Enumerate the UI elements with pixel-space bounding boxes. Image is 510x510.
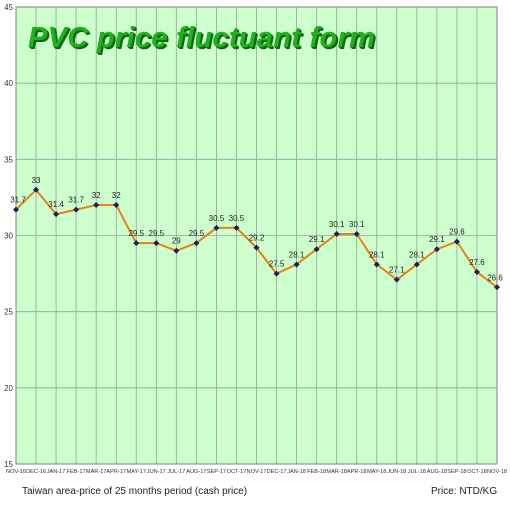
data-label: 27.1 bbox=[389, 266, 405, 275]
data-label: 31.7 bbox=[68, 196, 84, 205]
data-label: 30.5 bbox=[229, 214, 245, 223]
chart-footnote-source: Taiwan area-price of 25 months period (c… bbox=[22, 486, 248, 497]
data-point bbox=[73, 206, 80, 213]
data-point bbox=[53, 211, 60, 218]
x-tick-label: SEP-17 bbox=[207, 469, 226, 475]
data-point bbox=[233, 224, 240, 231]
data-point bbox=[494, 284, 500, 291]
x-tick-label: DEC-17 bbox=[267, 469, 287, 475]
x-tick-label: JUN-18 bbox=[387, 469, 406, 475]
data-label: 27.6 bbox=[469, 258, 485, 267]
data-label: 29.2 bbox=[249, 234, 265, 243]
x-tick-label: MAR-17 bbox=[86, 469, 107, 475]
data-point bbox=[213, 224, 220, 231]
y-tick-label: 45 bbox=[4, 3, 13, 12]
data-point bbox=[413, 261, 420, 268]
x-tick-label: MAR-18 bbox=[326, 469, 347, 475]
x-tick-label: APR-17 bbox=[106, 469, 126, 475]
x-tick-label: MAY-18 bbox=[367, 469, 386, 475]
x-tick-label: AUG-17 bbox=[186, 469, 206, 475]
x-tick-label: OCT-17 bbox=[227, 469, 247, 475]
data-label: 31.7 bbox=[10, 196, 26, 205]
data-label: 31.4 bbox=[48, 200, 64, 209]
x-tick-label: JUN-17 bbox=[147, 469, 166, 475]
data-point bbox=[373, 261, 380, 268]
data-label: 27.5 bbox=[269, 260, 285, 269]
x-tick-label: JUL-18 bbox=[408, 469, 426, 475]
data-point bbox=[453, 238, 460, 245]
data-point bbox=[113, 202, 120, 209]
y-tick-label: 15 bbox=[4, 460, 13, 469]
data-label: 26.6 bbox=[487, 273, 503, 282]
x-tick-label: OCT-18 bbox=[467, 469, 487, 475]
y-tick-label: 20 bbox=[4, 384, 13, 393]
data-label: 28.1 bbox=[369, 250, 385, 259]
x-tick-label: DEC-16 bbox=[26, 469, 46, 475]
data-label: 30.5 bbox=[209, 214, 225, 223]
data-label: 30.1 bbox=[329, 220, 345, 229]
data-point bbox=[433, 246, 440, 253]
data-point bbox=[173, 247, 180, 254]
data-point bbox=[193, 240, 200, 247]
y-tick-label: 30 bbox=[4, 232, 13, 241]
data-point bbox=[253, 244, 260, 251]
data-point bbox=[313, 246, 320, 253]
data-point bbox=[333, 230, 340, 237]
y-tick-label: 25 bbox=[4, 308, 13, 317]
data-label: 29.1 bbox=[429, 235, 445, 244]
x-tick-label: AUG-18 bbox=[427, 469, 447, 475]
data-point bbox=[293, 261, 300, 268]
data-point bbox=[353, 230, 360, 237]
plot-border bbox=[15, 6, 498, 465]
data-label: 29 bbox=[172, 237, 181, 246]
data-label: 29.1 bbox=[309, 235, 325, 244]
x-tick-label: JUL-17 bbox=[167, 469, 185, 475]
data-label: 29.5 bbox=[128, 229, 144, 238]
chart-title: PVC price fluctuant form bbox=[28, 22, 376, 54]
x-tick-label: NOV-18 bbox=[487, 469, 507, 475]
data-label: 28.1 bbox=[289, 250, 305, 259]
data-label: 29.6 bbox=[449, 228, 465, 237]
data-label: 32 bbox=[112, 191, 121, 200]
data-point bbox=[13, 206, 19, 213]
data-point bbox=[473, 269, 480, 276]
chart-footnote-unit: Price: NTD/KG bbox=[431, 486, 498, 497]
x-tick-label: FEB-17 bbox=[67, 469, 86, 475]
data-label: 32 bbox=[92, 191, 101, 200]
x-tick-label: SEP-18 bbox=[447, 469, 466, 475]
data-label: 29.5 bbox=[149, 229, 165, 238]
x-tick-label: FEB-18 bbox=[307, 469, 326, 475]
x-tick-label: APR-18 bbox=[347, 469, 367, 475]
data-point bbox=[273, 270, 280, 277]
data-label: 28.1 bbox=[409, 250, 425, 259]
x-tick-label: JAN-18 bbox=[287, 469, 306, 475]
data-label: 29.5 bbox=[189, 229, 205, 238]
y-tick-label: 40 bbox=[4, 79, 13, 88]
data-point bbox=[33, 186, 40, 193]
data-point bbox=[133, 240, 140, 247]
data-label: 33 bbox=[32, 176, 41, 185]
data-label: 30.1 bbox=[349, 220, 365, 229]
x-tick-label: NOV-17 bbox=[247, 469, 267, 475]
x-tick-label: MAY-17 bbox=[127, 469, 146, 475]
y-tick-label: 35 bbox=[4, 155, 13, 164]
data-point bbox=[93, 202, 100, 209]
x-tick-label: JAN-17 bbox=[47, 469, 66, 475]
data-point bbox=[393, 276, 400, 283]
data-point bbox=[153, 240, 160, 247]
x-tick-label: NOV-16 bbox=[6, 469, 26, 475]
